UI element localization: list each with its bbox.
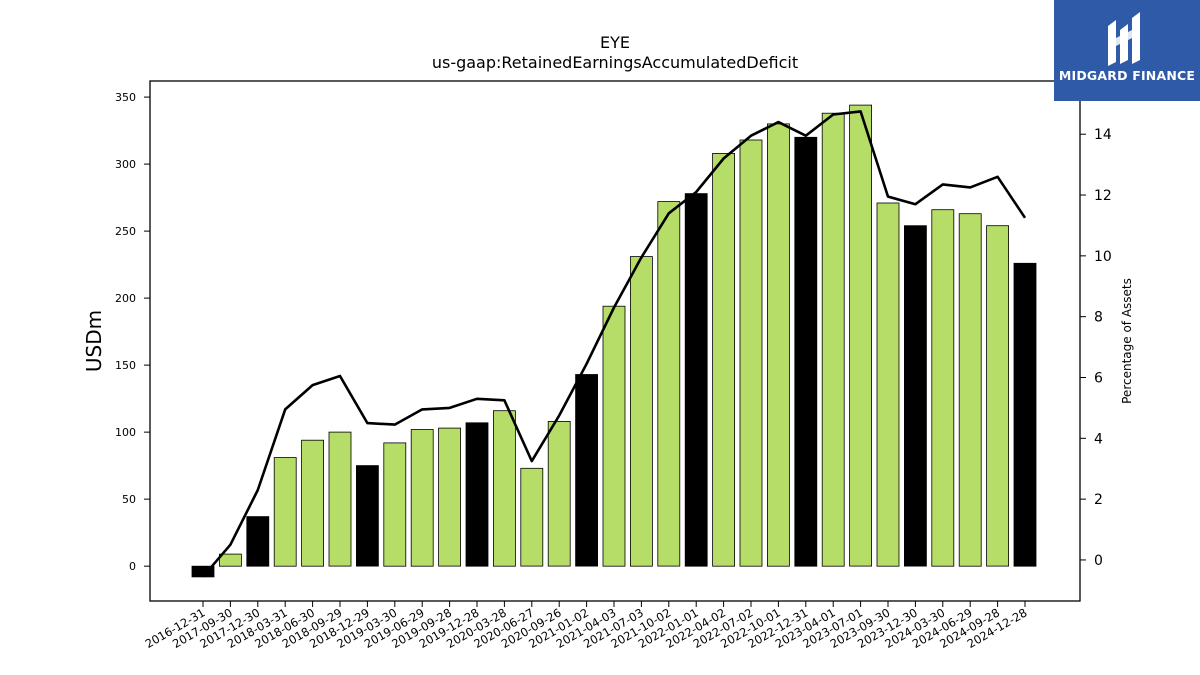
y2-tick-label: 4 <box>1094 431 1103 447</box>
bar-2024-09-28 <box>986 225 1009 567</box>
bar-2018-12-29 <box>355 465 379 567</box>
bar-2022-01-01 <box>684 193 708 567</box>
bars-group <box>191 104 1037 578</box>
logo-mark-icon <box>1108 12 1140 66</box>
y2-tick-label: 14 <box>1094 127 1112 143</box>
y2-tick-label: 12 <box>1094 188 1112 204</box>
y2-tick-label: 10 <box>1094 249 1112 265</box>
right-axis: 0 2 4 6 8 10 12 14 <box>1080 127 1112 569</box>
brand-logo: MIDGARD FINANCE <box>1054 0 1200 101</box>
bar-2019-12-28 <box>465 422 489 567</box>
y-tick-label: 0 <box>129 560 136 573</box>
bar-2023-07-01 <box>849 104 872 567</box>
bar-2018-09-29 <box>328 431 352 567</box>
y2-tick-label: 0 <box>1094 553 1103 569</box>
bar-2022-04-02 <box>712 152 735 567</box>
bar-2020-09-26 <box>547 420 571 567</box>
plot-frame <box>149 80 1081 602</box>
bar-2021-04-03 <box>602 305 626 567</box>
bar-2021-10-02 <box>657 201 681 567</box>
bar-2022-07-02 <box>739 139 763 567</box>
chart-title: EYE <box>600 33 630 52</box>
bar-2018-06-30 <box>301 439 325 567</box>
y-tick-label: 350 <box>115 91 136 104</box>
bar-2024-06-29 <box>958 213 982 567</box>
bar-2023-09-30 <box>876 202 900 567</box>
y2-tick-label: 6 <box>1094 370 1103 386</box>
y-tick-label: 150 <box>115 359 136 372</box>
bar-2024-12-28 <box>1013 262 1037 567</box>
bar-2020-06-27 <box>520 467 544 567</box>
bar-2019-09-28 <box>438 427 462 567</box>
bar-2022-10-01 <box>767 123 790 567</box>
bar-2016-12-31 <box>191 565 215 578</box>
bar-2017-12-30 <box>246 516 270 567</box>
bar-2019-03-30 <box>383 442 407 567</box>
y-axis-label: USDm <box>82 310 106 372</box>
logo-text: MIDGARD FINANCE <box>1058 68 1196 83</box>
bar-2018-03-31 <box>273 457 297 567</box>
y-tick-label: 300 <box>115 158 136 171</box>
bar-2021-07-03 <box>630 256 653 567</box>
y2-tick-label: 2 <box>1094 492 1103 508</box>
bar-2023-12-30 <box>904 225 927 567</box>
left-axis: 0 50 100 150 200 250 300 350 <box>115 91 150 573</box>
bar-2021-01-02 <box>575 374 598 567</box>
bar-2019-06-29 <box>410 429 434 567</box>
percentage-line <box>202 110 1027 578</box>
bar-2022-12-31 <box>794 136 818 567</box>
bar-2023-04-01 <box>821 112 845 567</box>
chart-subtitle: us-gaap:RetainedEarningsAccumulatedDefic… <box>432 53 798 72</box>
x-axis: 2016-12-312017-09-302017-12-302018-03-31… <box>143 601 1030 651</box>
y2-tick-label: 8 <box>1094 310 1103 326</box>
y-tick-label: 200 <box>115 292 136 305</box>
y2-axis-label: Percentage of Assets <box>1120 278 1134 404</box>
bar-2017-09-30 <box>218 553 242 567</box>
bar-2024-03-30 <box>931 209 955 567</box>
bar-2020-03-28 <box>492 410 516 567</box>
y-tick-label: 50 <box>122 493 136 506</box>
y-tick-label: 250 <box>115 225 136 238</box>
y-tick-label: 100 <box>115 426 136 439</box>
